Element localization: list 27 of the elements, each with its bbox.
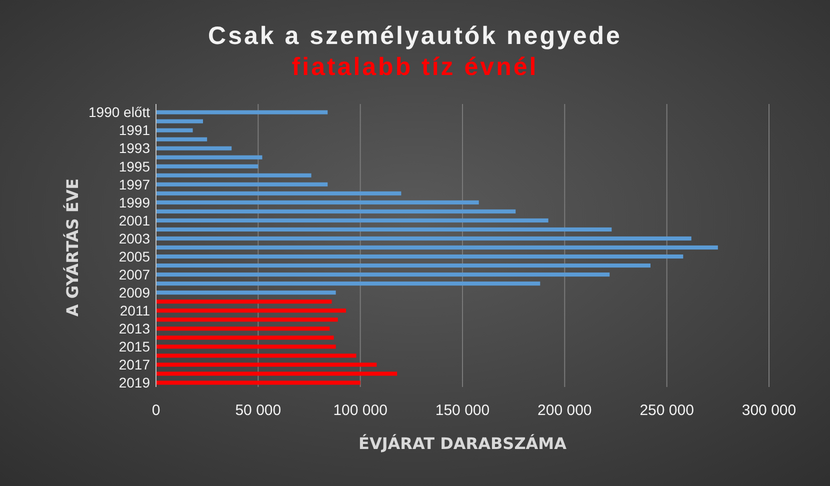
- y-tick-label: 2011: [120, 302, 150, 318]
- y-tick-label: 1999: [118, 194, 150, 210]
- y-tick-label: 2019: [118, 374, 150, 391]
- y-tick-label: 1997: [118, 176, 150, 192]
- y-tick-label: 1993: [118, 140, 150, 156]
- y-tick-label: 1995: [118, 158, 150, 174]
- y-tick-label: 2009: [118, 284, 150, 300]
- y-tick-label: 1990 előtt: [88, 104, 150, 120]
- x-tick-label: 100 000: [333, 402, 388, 419]
- x-tick-label: 200 000: [538, 402, 592, 419]
- chart-subtitle: fiatalabb tíz évnél: [292, 53, 538, 81]
- y-tick-label: 2017: [118, 356, 150, 373]
- y-tick-label: 2003: [118, 230, 150, 246]
- y-tick-label: 2005: [118, 248, 150, 264]
- y-tick-label: 2001: [118, 212, 150, 228]
- x-axis-title: ÉVJÁRAT DARABSZÁMA: [358, 434, 568, 453]
- x-tick-label: 150 000: [435, 402, 490, 419]
- y-tick-label: 2013: [118, 320, 150, 337]
- x-tick-label: 50 000: [235, 402, 282, 419]
- x-tick-label: 300 000: [742, 402, 796, 419]
- y-tick-label: 2015: [118, 338, 150, 355]
- x-tick-label: 250 000: [640, 402, 694, 419]
- x-tick-label: 0: [152, 402, 160, 419]
- y-axis-title: A GYÁRTÁS ÉVE: [63, 178, 82, 317]
- y-tick-label: 1991: [118, 122, 150, 138]
- y-tick-label: 2007: [118, 266, 150, 282]
- chart-title: Csak a személyautók negyede: [208, 22, 622, 50]
